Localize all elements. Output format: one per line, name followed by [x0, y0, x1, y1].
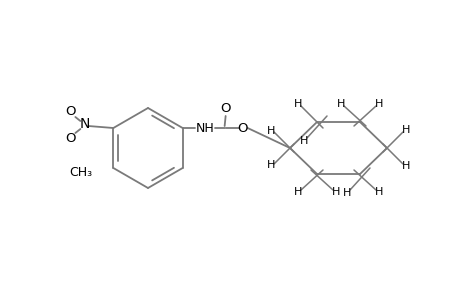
- Text: H: H: [374, 187, 382, 197]
- Text: H: H: [374, 99, 382, 109]
- Text: O: O: [237, 122, 247, 134]
- Text: N: N: [79, 117, 90, 131]
- Text: NH: NH: [195, 122, 213, 134]
- Text: H: H: [336, 99, 344, 109]
- Text: H: H: [331, 187, 340, 197]
- Text: O: O: [220, 101, 230, 115]
- Text: O: O: [65, 131, 75, 145]
- Text: O: O: [65, 104, 75, 118]
- Text: H: H: [293, 187, 302, 197]
- Text: H: H: [293, 99, 302, 109]
- Text: H: H: [299, 136, 308, 146]
- Text: H: H: [266, 126, 274, 136]
- Text: CH₃: CH₃: [69, 166, 92, 178]
- Text: H: H: [401, 161, 409, 171]
- Text: H: H: [342, 188, 350, 198]
- Text: H: H: [401, 125, 409, 135]
- Text: H: H: [266, 160, 274, 170]
